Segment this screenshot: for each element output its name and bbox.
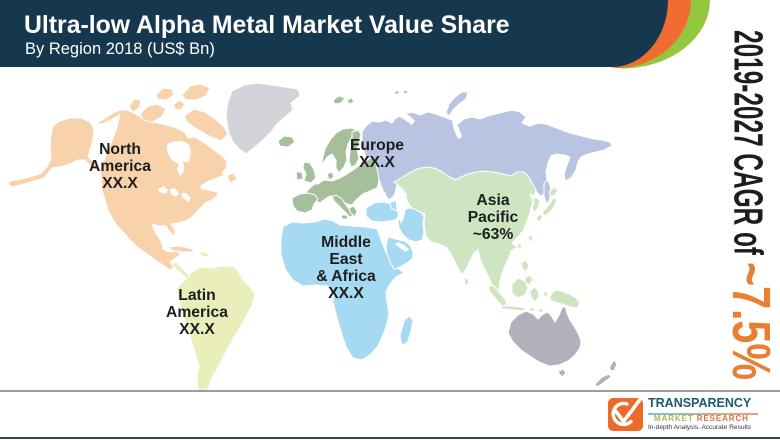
svg-text:2019-2027 CAGR of: 2019-2027 CAGR of	[726, 30, 772, 255]
svg-text:~7.5%: ~7.5%	[721, 262, 780, 380]
